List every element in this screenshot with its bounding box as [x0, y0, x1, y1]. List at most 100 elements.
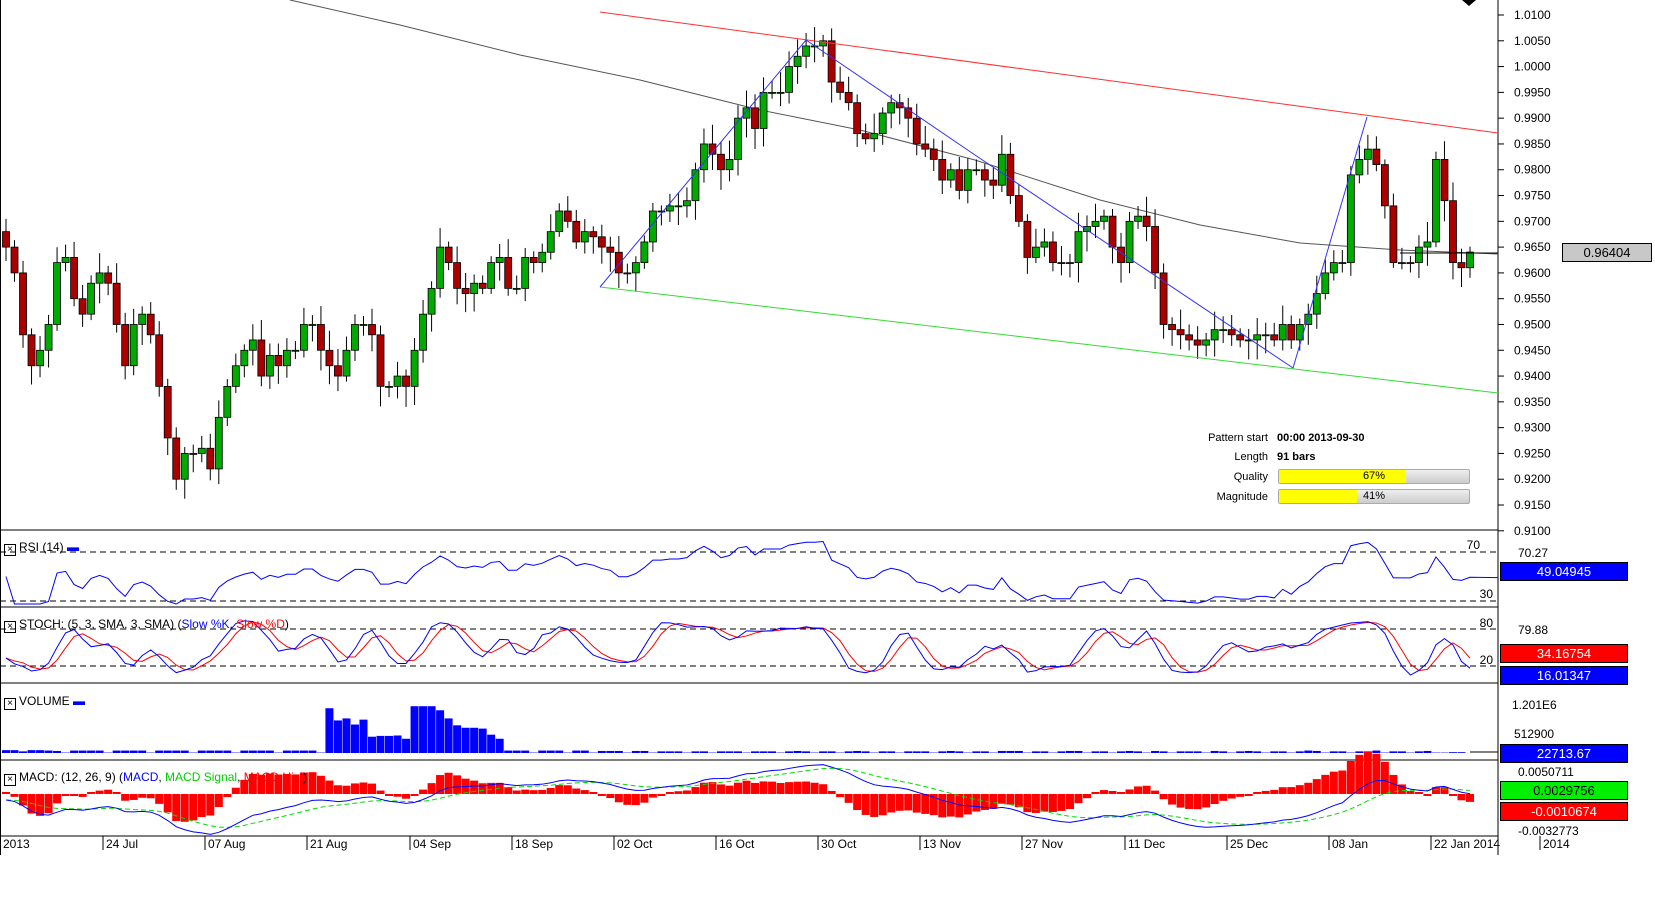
candle-down	[1227, 329, 1236, 336]
macd-hist-bar	[78, 794, 87, 797]
volume-bar	[546, 750, 555, 753]
macd-hist-bar	[1014, 794, 1023, 808]
volume-bar	[751, 751, 760, 753]
macd-hist-bar	[402, 794, 411, 799]
candle-up	[819, 40, 828, 47]
candle-down	[146, 313, 155, 336]
volume-bar	[155, 750, 164, 753]
x-tick-label: 21 Aug	[310, 837, 347, 851]
candle-down	[938, 159, 947, 181]
candle-up	[1423, 241, 1432, 248]
candle-up	[359, 324, 368, 326]
candle-up	[265, 355, 274, 377]
macd-hist-bar	[708, 782, 717, 794]
y-tick-label: 0.9400	[1514, 369, 1551, 383]
magnitude-label: Magnitude	[1216, 491, 1268, 503]
stoch-80-label: 80	[1480, 616, 1494, 630]
close-panel-icon[interactable]: ×	[4, 698, 16, 710]
volume-bar	[419, 706, 428, 753]
support-trendline	[599, 286, 1499, 394]
y-tick-label: 1.0050	[1514, 34, 1551, 48]
macd-hist-bar	[1168, 794, 1177, 805]
candle-up	[487, 262, 496, 289]
volume-bar	[393, 735, 402, 753]
rsi-70-label: 70	[1467, 538, 1481, 552]
volume-bar	[53, 750, 62, 753]
volume-bar	[112, 750, 121, 753]
candle-up	[410, 349, 419, 387]
volume-bar	[606, 750, 615, 753]
macd-hist-bar	[648, 794, 657, 798]
macd-hist-bar	[1253, 792, 1262, 794]
volume-bar	[206, 750, 215, 753]
macd-hist-bar	[291, 774, 300, 794]
candle-down	[453, 262, 462, 289]
candle-down	[1176, 329, 1185, 336]
volume-bar	[1355, 751, 1364, 753]
x-tick-label: 02 Oct	[617, 837, 653, 851]
macd-hist-bar	[282, 774, 291, 794]
macd-hist-bar	[427, 783, 436, 794]
stoch-panel-label: × STOCH: (5, 3, SMA, 3, SMA) (Slow %K, Sl…	[4, 617, 289, 633]
macd-hist-bar	[546, 787, 555, 794]
macd-hist-bar	[665, 792, 674, 794]
macd-hist-bar	[1329, 771, 1338, 794]
candle-up	[393, 375, 402, 387]
macd-hist-bars	[2, 751, 1474, 822]
volume-bar	[1457, 752, 1466, 753]
macd-hist-bar	[878, 794, 887, 816]
macd-title: MACD: (12, 26, 9) (	[19, 770, 124, 784]
volume-bar	[248, 750, 257, 753]
macd-hist-bar	[836, 794, 845, 798]
candle-down	[19, 272, 27, 336]
macd-hist-bar	[172, 794, 181, 822]
close-panel-icon[interactable]: ×	[4, 774, 16, 786]
candle-down	[402, 375, 410, 387]
candle-down	[274, 355, 283, 367]
close-panel-icon[interactable]: ×	[4, 621, 16, 633]
volume-bar	[716, 751, 725, 753]
macd-hist-bar	[921, 794, 930, 814]
macd-hist-bar	[1142, 785, 1151, 794]
volume-bar	[785, 751, 794, 753]
macd-hist-bar	[1210, 794, 1219, 805]
candle-up	[1253, 334, 1262, 341]
candle-up	[657, 210, 666, 213]
candle-down	[614, 251, 623, 274]
macd-hist-bar	[487, 782, 496, 794]
y-tick-label: 0.9550	[1514, 292, 1551, 306]
macd-hist-bar	[1006, 794, 1015, 805]
macd-hist-bar	[1312, 779, 1321, 794]
macd-hist-bar	[342, 785, 351, 794]
x-tick-label: 11 Dec	[1128, 837, 1165, 851]
volume-bar	[538, 750, 547, 753]
macd-hist-bar	[299, 772, 308, 794]
macd-hist-bar	[904, 794, 913, 811]
macd-hist-bar	[104, 789, 113, 794]
macd-hist-bar	[1338, 770, 1347, 794]
stoch-20-label: 20	[1480, 653, 1494, 667]
macd-hist-bar	[231, 787, 240, 794]
y-tick-label: 0.9800	[1514, 163, 1551, 177]
candle-down	[1372, 148, 1381, 165]
stoch-axis-label: 79.88	[1518, 623, 1548, 637]
candle-up	[36, 349, 44, 367]
macd-hist-bar	[1125, 789, 1134, 794]
volume-bar	[350, 724, 359, 753]
close-panel-icon[interactable]: ×	[4, 544, 16, 556]
macd-hist-bar	[580, 790, 589, 794]
macd-signal-value-box: 0.0029756	[1500, 781, 1628, 800]
volume-bar	[640, 750, 649, 753]
volume-bar	[1057, 751, 1066, 753]
volume-bar	[461, 727, 470, 753]
x-tick-label: 13 Nov	[923, 837, 961, 851]
magnitude-value: 41%	[1362, 490, 1386, 502]
macd-hist-bar	[1355, 754, 1364, 794]
macd-hist-bar	[155, 794, 164, 804]
volume-bar	[614, 750, 623, 753]
candle-down	[589, 231, 598, 238]
candle-up	[768, 91, 776, 94]
macd-hist-bar	[1227, 794, 1236, 799]
